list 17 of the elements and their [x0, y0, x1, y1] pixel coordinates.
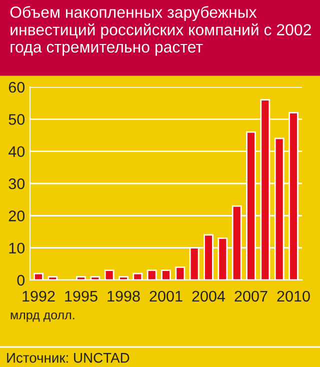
- x-tick-label: 1995: [65, 290, 98, 302]
- text: Источник: UNCTAD: [7, 352, 130, 363]
- y-tick-label: 40: [8, 146, 25, 158]
- x-tick-label: 2010: [277, 290, 310, 302]
- x-tick-label: 1998: [108, 290, 140, 302]
- x-tick-label: 2001: [150, 290, 182, 302]
- y-tick-label: 20: [8, 210, 25, 222]
- x-tick-label: 2007: [234, 290, 268, 302]
- y-tick-label: 0: [17, 274, 25, 286]
- y-axis-title: млрд долл.: [10, 312, 74, 322]
- y-tick-label: 60: [8, 82, 25, 93]
- x-tick-label: 1992: [22, 290, 55, 302]
- x-tick-label: 2004: [192, 290, 226, 302]
- y-tick-label: 10: [9, 242, 25, 254]
- y-tick-label: 50: [8, 114, 25, 125]
- chart-title: Объем накопленных зарубежных инвестиций российских компаний с 2002 года стремительно растет: [10, 6, 311, 56]
- y-tick-label: 30: [8, 178, 25, 190]
